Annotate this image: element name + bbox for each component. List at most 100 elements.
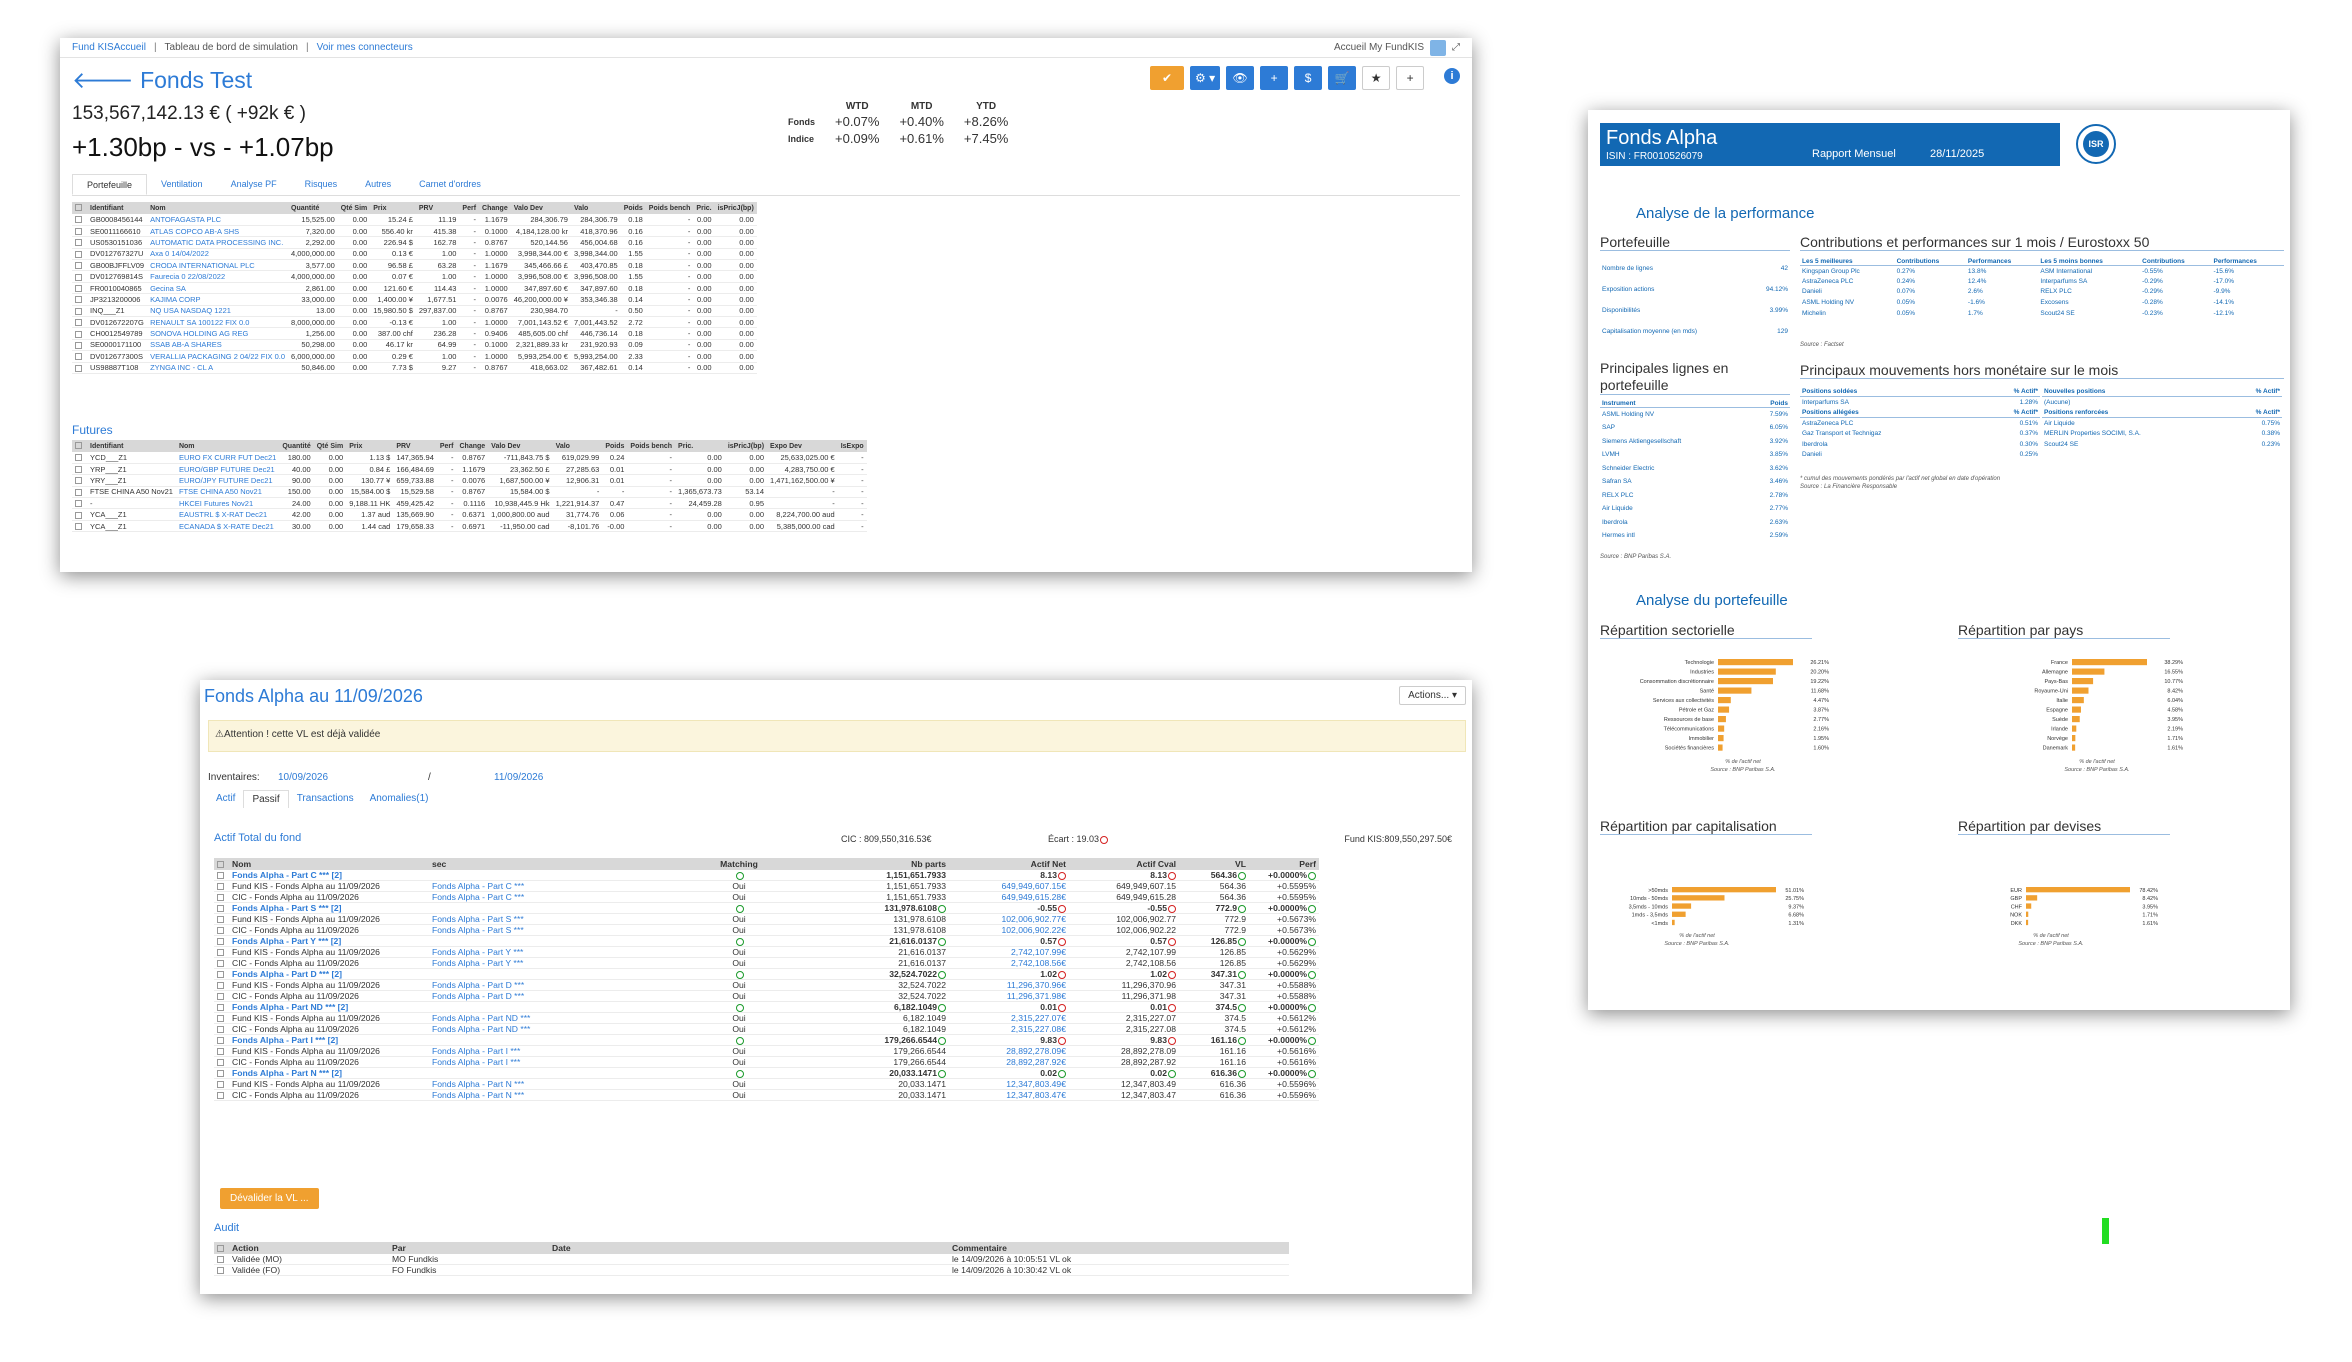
column-header[interactable]: Actif Net [949,858,1069,870]
table-row[interactable]: Fund KIS - Fonds Alpha au 11/09/2026 Fond… [214,979,1319,991]
column-header[interactable]: Nom [147,202,288,214]
table-cell[interactable]: AUTOMATIC DATA PROCESSING INC. [147,236,288,249]
row-checkbox[interactable] [72,248,87,261]
table-row[interactable]: YRY___Z1 EURO/JPY FUTURE Dec21 90.00 0.00 13… [72,474,867,487]
column-header[interactable]: Par [389,1242,549,1254]
table-row[interactable]: JP3213200006 KAJIMA CORP 33,000.00 0.00 1,40… [72,293,757,306]
table-row[interactable]: Fund KIS - Fonds Alpha au 11/09/2026 Fond… [214,946,1319,958]
row-checkbox[interactable] [72,497,87,510]
column-header[interactable]: Matching [639,858,839,870]
table-row[interactable]: DV012672207G RENAULT SA 100122 FIX 0.0 8,0… [72,316,757,329]
select-all-checkbox[interactable] [72,440,87,452]
row-checkbox[interactable] [214,1012,229,1024]
row-checkbox[interactable] [72,362,87,374]
expand-icon[interactable]: ⤢ [1452,42,1460,53]
tab-risques[interactable]: Risques [304,179,338,189]
row-checkbox[interactable] [214,946,229,958]
actions-dropdown[interactable]: Actions... ▾ [1399,686,1466,705]
row-checkbox[interactable] [72,214,87,226]
row-checkbox[interactable] [72,327,87,340]
column-header[interactable]: Expo Dev [767,440,838,452]
row-checkbox[interactable] [72,259,87,272]
column-header[interactable]: Perf [459,202,480,214]
table-cell[interactable]: EAUSTRL $ X-RAT Dec21 [175,508,280,521]
tab-ventilation[interactable]: Ventilation [161,179,203,189]
column-header[interactable]: Prix [370,202,416,214]
column-header[interactable]: Commentaire [949,1242,1289,1254]
tab-transactions[interactable]: Transactions [296,793,354,804]
part-name[interactable]: Fonds Alpha - Part C *** [2] [229,870,429,881]
sec-link[interactable] [429,935,639,947]
row-checkbox[interactable] [214,957,229,969]
row-checkbox[interactable] [214,1089,229,1101]
table-row[interactable]: SE0000171100 SSAB AB-A SHARES 50,298.00 0.0… [72,339,757,352]
row-checkbox[interactable] [214,1078,229,1090]
table-cell[interactable]: SSAB AB-A SHARES [147,339,288,352]
sec-link[interactable]: Fonds Alpha - Part N *** [429,1078,639,1090]
column-header[interactable]: Nb parts [839,858,949,870]
select-all-checkbox[interactable] [72,202,87,214]
column-header[interactable]: Poids [620,202,646,214]
column-header[interactable]: Qté Sim [337,202,371,214]
column-header[interactable]: isPricJ(bp) [714,202,757,214]
group-row[interactable]: Fonds Alpha - Part N *** [2] 20,033.1471 0… [214,1067,1319,1079]
row-checkbox[interactable] [214,902,229,914]
row-checkbox[interactable] [214,1264,229,1276]
table-row[interactable]: CIC - Fonds Alpha au 11/09/2026 Fonds Alp… [214,891,1319,903]
table-row[interactable]: Fund KIS - Fonds Alpha au 11/09/2026 Fond… [214,1078,1319,1090]
row-checkbox[interactable] [72,305,87,318]
info-icon[interactable]: i [1444,68,1460,84]
row-checkbox[interactable] [214,1254,229,1265]
column-header[interactable]: Identifiant [87,202,148,214]
add-widget-button[interactable]: + [1396,66,1425,90]
row-checkbox[interactable] [214,990,229,1002]
row-checkbox[interactable] [72,508,87,521]
table-row[interactable]: CIC - Fonds Alpha au 11/09/2026 Fonds Alp… [214,1056,1319,1068]
column-header[interactable]: Prix [346,440,394,452]
table-row[interactable]: YCA___Z1 ECANADA $ X-RATE Dec21 30.00 0.00 1… [72,520,867,533]
tab-portefeuille[interactable]: Portefeuille [72,174,148,195]
part-name[interactable]: Fonds Alpha - Part N *** [2] [229,1067,429,1079]
row-checkbox[interactable] [214,924,229,936]
devalider-button[interactable]: Dévalider la VL ... [220,1188,319,1209]
part-name[interactable]: Fonds Alpha - Part I *** [2] [229,1034,429,1046]
table-row[interactable]: CIC - Fonds Alpha au 11/09/2026 Fonds Alp… [214,990,1319,1002]
add-button[interactable]: + [1260,66,1289,90]
table-row[interactable]: GB00BJFFLV09 CRODA INTERNATIONAL PLC 3,577… [72,259,757,272]
column-header[interactable]: Pric. [675,440,725,452]
part-name[interactable]: Fonds Alpha - Part ND *** [2] [229,1001,429,1013]
column-header[interactable]: Valo Dev [510,202,571,214]
column-header[interactable]: Poids bench [645,202,694,214]
table-cell[interactable]: Gecina SA [147,282,288,295]
table-row[interactable]: Fund KIS - Fonds Alpha au 11/09/2026 Fond… [214,1012,1319,1024]
column-header[interactable]: Change [456,440,489,452]
table-row[interactable]: CH0012549789 SONOVA HOLDING AG REG 1,256.0… [72,327,757,340]
tab-passif[interactable]: Passif [243,790,289,808]
table-row[interactable]: SE0011166610 ATLAS COPCO AB-A SHS 7,320.00… [72,225,757,238]
row-checkbox[interactable] [214,1056,229,1068]
sec-link[interactable] [429,902,639,914]
table-cell[interactable]: NQ USA NASDAQ 1221 [147,305,288,318]
column-header[interactable]: Nom [175,440,280,452]
table-row[interactable]: GB0008456144 ANTOFAGASTA PLC 15,525.00 0.00… [72,214,757,226]
table-cell[interactable]: ATLAS COPCO AB-A SHS [147,225,288,238]
row-checkbox[interactable] [72,270,87,283]
column-header[interactable]: IsExpo [837,440,867,452]
column-header[interactable]: Perf [436,440,457,452]
table-row[interactable]: CIC - Fonds Alpha au 11/09/2026 Fonds Alp… [214,1023,1319,1035]
table-row[interactable]: CIC - Fonds Alpha au 11/09/2026 Fonds Alp… [214,1089,1319,1101]
sec-link[interactable]: Fonds Alpha - Part ND *** [429,1023,639,1035]
row-checkbox[interactable] [214,880,229,892]
inventory-to[interactable]: 11/09/2026 [494,772,544,783]
column-header[interactable]: Action [229,1242,389,1254]
column-header[interactable]: Change [479,202,511,214]
column-header[interactable]: Valo [570,202,621,214]
sec-link[interactable]: Fonds Alpha - Part D *** [429,990,639,1002]
table-cell[interactable]: VERALLIA PACKAGING 2 04/22 FIX 0.0 [147,350,288,363]
group-row[interactable]: Fonds Alpha - Part D *** [2] 32,524.7022 1… [214,968,1319,980]
table-cell[interactable]: EURO FX CURR FUT Dec21 [175,452,280,464]
row-checkbox[interactable] [214,1001,229,1013]
row-checkbox[interactable] [72,520,87,533]
tab-actif[interactable]: Actif [216,793,236,804]
table-row[interactable]: FTSE CHINA A50 Nov21 FTSE CHINA A50 Nov21… [72,486,867,499]
